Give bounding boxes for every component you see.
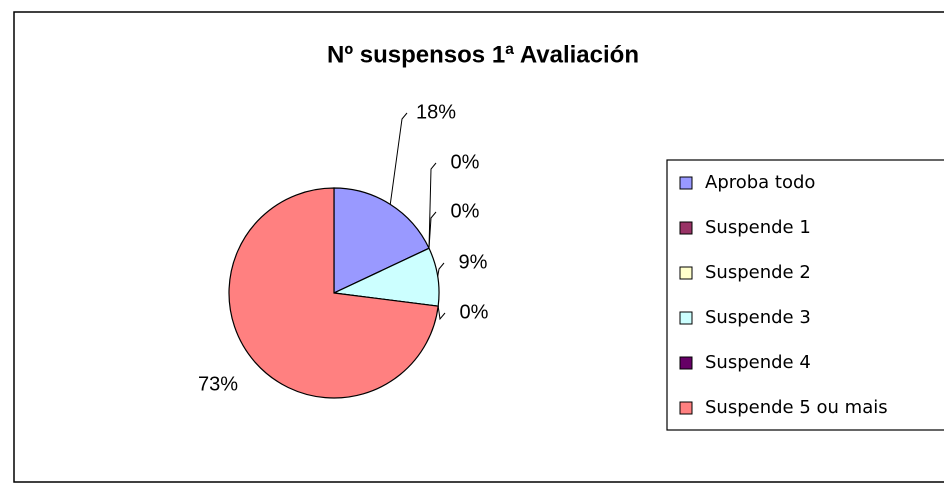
pie-slice xyxy=(228,187,439,399)
leader-line xyxy=(428,162,437,249)
data-label: 18% xyxy=(416,101,456,123)
data-label: 0% xyxy=(451,151,480,173)
data-label: 0% xyxy=(460,301,489,323)
leader-line xyxy=(437,306,446,321)
legend-label: Aproba todo xyxy=(705,172,815,193)
leader-line xyxy=(389,112,408,205)
legend-swatch xyxy=(679,356,693,370)
legend-label: Suspende 1 xyxy=(705,217,811,238)
legend-swatch xyxy=(679,176,693,190)
leader-line xyxy=(428,211,437,249)
legend-swatch xyxy=(679,266,693,280)
legend-label: Suspende 2 xyxy=(705,262,811,283)
data-label: 9% xyxy=(459,251,488,273)
chart-title: Nº suspensos 1ª Avaliación xyxy=(327,41,639,68)
data-label: 73% xyxy=(198,373,238,395)
legend-label: Suspende 5 ou mais xyxy=(705,397,888,418)
legend-label: Suspende 4 xyxy=(705,352,811,373)
legend-swatch xyxy=(679,311,693,325)
leader-line xyxy=(437,262,445,277)
legend-label: Suspende 3 xyxy=(705,307,811,328)
legend-swatch xyxy=(679,221,693,235)
data-label: 0% xyxy=(451,200,480,222)
legend-swatch xyxy=(679,401,693,415)
legend-box xyxy=(666,159,944,431)
